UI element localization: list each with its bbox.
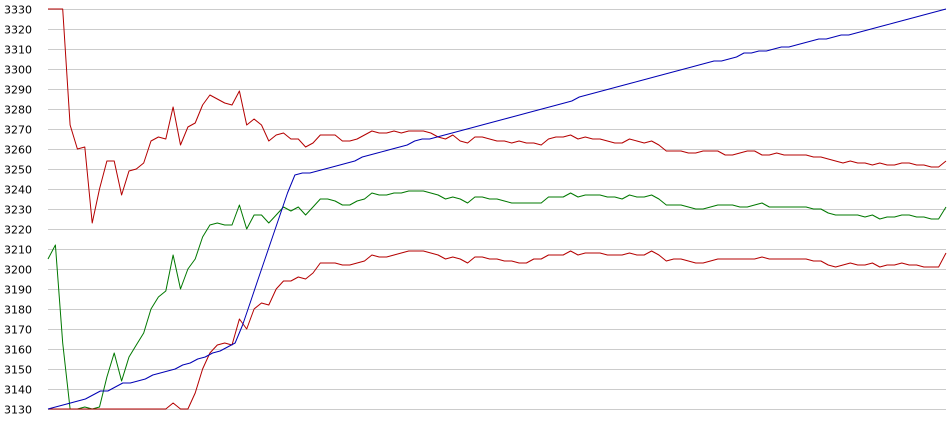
series-line-trend (47, 8, 947, 410)
y-tick-label: 3260 (4, 144, 32, 157)
y-tick-label: 3170 (4, 324, 32, 337)
y-tick-label: 3320 (4, 24, 32, 37)
y-tick-label: 3150 (4, 364, 32, 377)
y-tick-label: 3230 (4, 204, 32, 217)
y-tick-label: 3270 (4, 124, 32, 137)
y-tick-label: 3250 (4, 164, 32, 177)
y-axis-ticks: 3130 3140 3150 3160 3170 3180 3190 3200 3210 3220… (4, 4, 32, 417)
y-tick-label: 3130 (4, 404, 32, 417)
y-tick-label: 3160 (4, 344, 32, 357)
series-line-lower (48, 250, 947, 410)
y-tick-label: 3290 (4, 84, 32, 97)
y-tick-label: 3140 (4, 384, 32, 397)
chart-series (47, 8, 947, 410)
y-tick-label: 3310 (4, 44, 32, 57)
y-tick-label: 3280 (4, 104, 32, 117)
series-line-middle (47, 190, 947, 410)
y-tick-label: 3200 (4, 264, 32, 277)
y-tick-label: 3190 (4, 284, 32, 297)
y-tick-label: 3300 (4, 64, 32, 77)
series-line-upper (48, 8, 947, 224)
y-tick-label: 3220 (4, 224, 32, 237)
chart-grid (48, 9, 946, 410)
y-tick-label: 3240 (4, 184, 32, 197)
y-tick-label: 3210 (4, 244, 32, 257)
y-tick-label: 3330 (4, 4, 32, 17)
y-tick-label: 3180 (4, 304, 32, 317)
